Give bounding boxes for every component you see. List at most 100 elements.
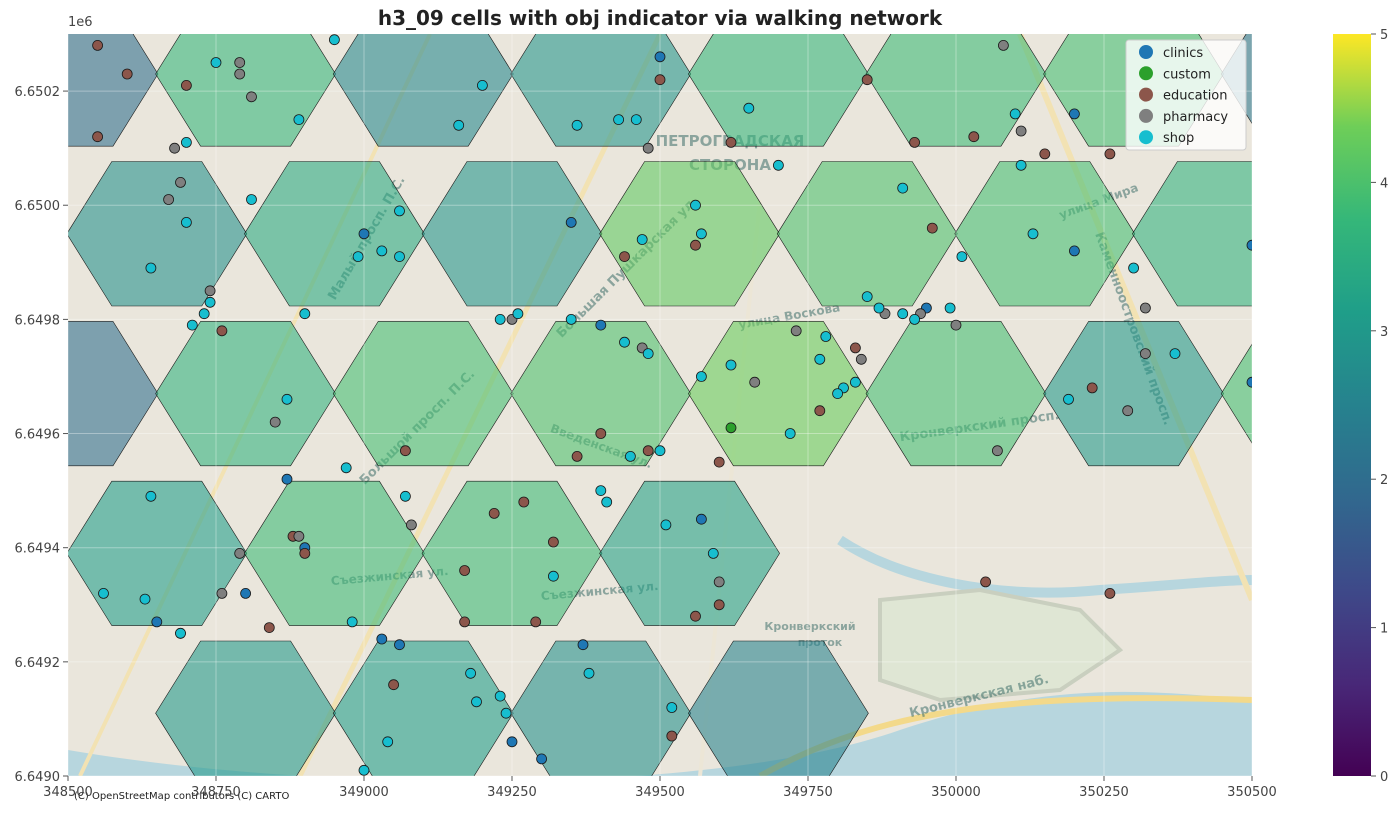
point-shop	[944, 302, 956, 314]
point-shop	[601, 496, 613, 508]
point-education	[459, 616, 471, 628]
hex-cell	[68, 161, 248, 307]
point-shop	[850, 376, 861, 388]
point-pharmacy	[234, 57, 246, 68]
point-shop	[358, 764, 370, 776]
point-shop	[660, 519, 672, 531]
y-tick-label: 6.6500	[15, 199, 61, 214]
point-shop	[784, 428, 796, 439]
point-education	[814, 405, 826, 417]
river	[68, 691, 1252, 776]
point-clinics	[654, 51, 666, 63]
point-shop	[204, 296, 216, 308]
point-shop	[636, 234, 648, 245]
point-clinics	[696, 513, 707, 525]
legend-marker-shop	[1139, 130, 1153, 145]
point-pharmacy	[642, 142, 654, 154]
legend-label-education: education	[1163, 89, 1228, 104]
hex-cell	[599, 161, 780, 307]
point-shop	[820, 331, 832, 342]
point-education	[121, 68, 133, 80]
point-shop	[180, 136, 192, 148]
point-shop	[382, 736, 394, 748]
point-clinics	[240, 588, 252, 599]
point-pharmacy	[855, 353, 867, 365]
hex-cell	[688, 640, 869, 776]
colorbar-tick-label: 0	[1380, 770, 1388, 785]
point-shop	[494, 690, 506, 702]
point-pharmacy	[175, 176, 186, 188]
x-tick-label: 349000	[339, 785, 389, 800]
point-shop	[328, 34, 340, 46]
point-shop	[583, 667, 595, 679]
hex-cell	[688, 34, 869, 147]
point-education	[654, 74, 666, 86]
point-education	[459, 565, 471, 576]
point-shop	[1063, 393, 1074, 405]
hex-cell	[244, 161, 425, 307]
point-shop	[832, 388, 843, 400]
point-shop	[625, 450, 636, 462]
point-shop	[897, 182, 909, 194]
hex-cell	[68, 321, 159, 467]
point-shop	[642, 348, 654, 360]
hex-cell	[776, 161, 958, 307]
point-education	[399, 445, 411, 457]
hex-cell	[1220, 343, 1252, 444]
colorbar-tick-label: 5	[1380, 28, 1388, 43]
point-education	[530, 616, 542, 628]
point-education	[180, 80, 192, 91]
point-pharmacy	[790, 325, 802, 337]
hex-cell	[155, 640, 336, 776]
point-pharmacy	[234, 68, 246, 80]
point-education	[1086, 382, 1098, 394]
point-shop	[595, 485, 607, 497]
colorbar-tick-label: 4	[1380, 176, 1388, 191]
point-pharmacy	[234, 548, 246, 559]
point-shop	[565, 313, 577, 325]
point-education	[690, 610, 701, 622]
point-shop	[394, 205, 405, 217]
point-shop	[725, 359, 737, 371]
legend-frame	[1125, 39, 1247, 151]
point-clinics	[536, 753, 547, 765]
chart-title: h3_09 cells with obj indicator via walki…	[378, 6, 943, 30]
point-shop	[500, 707, 512, 719]
point-shop	[571, 119, 583, 131]
point-pharmacy	[169, 142, 181, 154]
point-education	[861, 74, 873, 86]
point-pharmacy	[216, 588, 228, 599]
point-shop	[743, 102, 755, 114]
point-clinics	[1069, 108, 1080, 120]
point-pharmacy	[163, 194, 175, 205]
point-education	[488, 508, 500, 519]
point-shop	[394, 251, 405, 263]
hex-cell	[421, 161, 603, 307]
point-pharmacy	[713, 576, 725, 588]
point-pharmacy	[1140, 348, 1151, 360]
point-pharmacy	[293, 530, 305, 542]
legend-marker-custom	[1139, 66, 1153, 81]
point-shop	[1027, 228, 1039, 240]
point-pharmacy	[405, 519, 417, 531]
y-tick-label: 6.6496	[15, 428, 61, 443]
legend-marker-education	[1139, 87, 1153, 102]
point-clinics	[1246, 239, 1252, 251]
point-shop	[707, 548, 719, 559]
map-label-channel: Кронверкский	[764, 620, 855, 633]
hex-cell	[865, 321, 1047, 467]
points-layer	[92, 34, 1252, 776]
hex-cell	[332, 321, 514, 467]
point-clinics	[358, 228, 370, 240]
legend-label-custom: custom	[1163, 67, 1211, 82]
point-pharmacy	[998, 40, 1009, 51]
point-clinics	[376, 633, 388, 645]
point-shop	[476, 80, 488, 91]
point-education	[909, 136, 920, 148]
point-education	[725, 136, 737, 148]
point-shop	[346, 616, 358, 628]
point-shop	[654, 445, 666, 457]
colorbar: 0 1 2 3 4 5	[1333, 28, 1388, 785]
point-shop	[293, 114, 305, 125]
